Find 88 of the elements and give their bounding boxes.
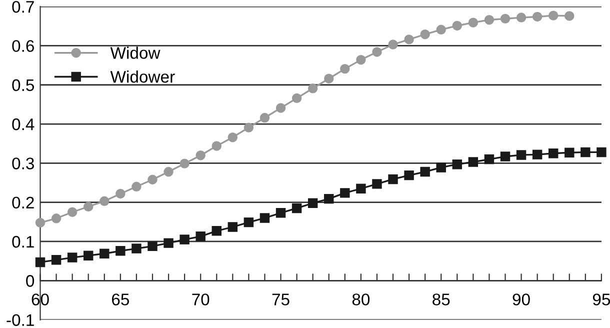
point [468,157,478,167]
point [180,234,190,244]
point [132,182,142,192]
point [500,14,510,24]
point [548,10,558,20]
point [35,257,46,268]
x-tick-label: 65 [112,294,130,306]
point [196,150,206,160]
point [84,250,94,260]
point [468,18,478,28]
point [580,147,590,158]
point [484,15,494,25]
point [356,184,366,194]
point [420,30,430,40]
point [100,196,110,206]
point [67,252,78,262]
point [500,152,510,162]
point [532,12,542,22]
point [84,202,94,212]
point [516,150,526,160]
point [260,213,270,223]
point [324,74,334,84]
y-tick-label: 0.4 [12,118,34,130]
y-tick-label: 0 [26,275,34,287]
point [548,148,558,158]
point [276,103,286,113]
y-tick-label: 0.2 [12,196,34,209]
point [516,12,526,22]
point [484,154,494,164]
x-tick-label: 70 [192,294,210,306]
point [260,112,270,123]
point [564,11,574,21]
point [404,34,414,44]
point [596,147,606,158]
point [388,174,398,184]
y-tick-label: 0.7 [12,0,34,13]
x-tick-label: 75 [272,294,290,306]
point [116,246,126,256]
point [244,122,254,132]
x-tick-label: 85 [432,294,450,306]
point [228,222,238,232]
point [292,93,302,104]
point [324,194,334,204]
point [180,158,190,168]
point [532,150,542,160]
point [372,179,382,189]
point [164,166,174,177]
point [132,244,142,254]
point [356,54,366,65]
point [436,24,446,35]
point [340,188,350,198]
point [212,226,222,236]
y-tick-label: 0.6 [12,40,34,52]
x-tick-label: 90 [512,294,530,306]
point [196,232,206,242]
point [388,40,398,50]
point [35,218,46,228]
point [51,255,62,265]
point [244,217,254,228]
point [452,159,462,170]
y-tick-label: 0.3 [12,158,34,170]
point [67,207,78,217]
point [420,166,430,177]
y-tick-label: 0.1 [12,236,34,248]
legend-label: Widower [110,70,175,83]
point [308,84,318,94]
x-tick-label: 80 [352,294,370,306]
point [148,174,158,184]
point [564,148,574,158]
point [404,170,414,180]
point [308,198,318,208]
y-tick-label: -0.1 [6,314,34,326]
point [436,162,446,172]
legend-label: Widow [110,46,160,59]
x-tick-label: 95 [592,294,610,306]
point [340,64,350,74]
y-tick-label: 0.5 [12,79,34,92]
point [164,238,174,248]
point [372,47,382,57]
point [100,248,110,258]
point [276,208,286,218]
point [51,214,62,224]
point [292,203,302,214]
point [148,241,158,252]
point [452,20,462,31]
point [212,141,222,151]
point [116,188,126,199]
point [228,132,238,142]
